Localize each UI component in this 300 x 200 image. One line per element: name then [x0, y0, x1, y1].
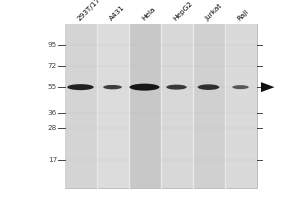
Text: 55: 55	[48, 84, 57, 90]
FancyBboxPatch shape	[64, 24, 256, 188]
Ellipse shape	[67, 84, 94, 90]
FancyBboxPatch shape	[160, 24, 193, 188]
Text: 36: 36	[48, 110, 57, 116]
Ellipse shape	[130, 84, 160, 91]
Text: A431: A431	[108, 4, 126, 22]
Ellipse shape	[103, 85, 122, 89]
FancyBboxPatch shape	[224, 24, 256, 188]
Text: Raji: Raji	[236, 8, 250, 22]
FancyBboxPatch shape	[64, 24, 97, 188]
FancyBboxPatch shape	[193, 24, 224, 188]
FancyBboxPatch shape	[128, 24, 160, 188]
Text: 17: 17	[48, 157, 57, 163]
Text: 293T/17: 293T/17	[76, 0, 102, 22]
Ellipse shape	[232, 85, 249, 89]
Polygon shape	[261, 82, 274, 92]
Text: 72: 72	[48, 63, 57, 69]
Ellipse shape	[166, 85, 187, 90]
Text: Jurkat: Jurkat	[204, 3, 224, 22]
FancyBboxPatch shape	[97, 24, 128, 188]
Text: Hela: Hela	[140, 6, 156, 22]
Text: 28: 28	[48, 125, 57, 131]
Ellipse shape	[198, 84, 219, 90]
Text: 95: 95	[48, 42, 57, 48]
Text: HepG2: HepG2	[172, 0, 194, 22]
